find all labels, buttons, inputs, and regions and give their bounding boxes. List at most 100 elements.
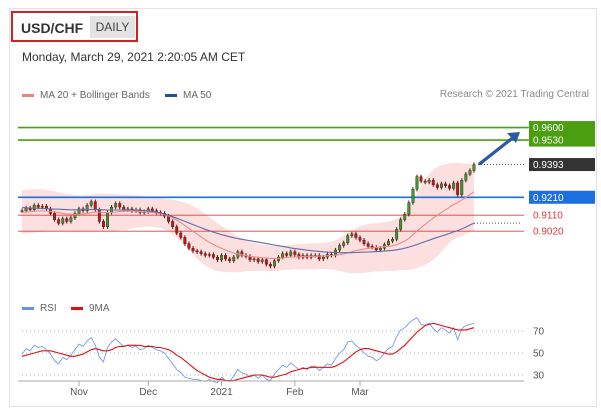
candle-body (36, 205, 40, 208)
candle-body (277, 256, 280, 261)
candle-body (203, 253, 207, 256)
candle-body (69, 217, 73, 222)
candle-body (411, 188, 415, 203)
candle-body (472, 164, 476, 171)
candle-body (220, 255, 224, 261)
candle-body (252, 258, 256, 261)
candle-body (281, 253, 285, 258)
candle-body (395, 229, 399, 240)
candle-body (224, 255, 228, 260)
candle-body (273, 260, 276, 267)
candle-body (399, 219, 403, 230)
candle-body (435, 184, 439, 188)
candle-body (391, 239, 394, 242)
candle-body (448, 185, 451, 189)
candle-body (89, 201, 93, 206)
candle-body (350, 233, 354, 236)
ma20-swatch (22, 94, 34, 97)
candle-body (338, 245, 342, 251)
level-tag-0.9393 (529, 158, 595, 172)
candle-body (460, 180, 464, 195)
ma20-legend-label: MA 20 + Bollinger Bands (40, 90, 150, 101)
instrument-header: USD/CHF DAILY (11, 11, 138, 42)
timeframe-button[interactable]: DAILY (90, 16, 135, 38)
x-tick-Mar: Mar (351, 387, 369, 398)
candle-body (183, 237, 187, 245)
candle-body (240, 251, 244, 256)
research-credit: Research © 2021 Trading Central (439, 89, 589, 100)
rsi-tick-70: 70 (533, 327, 545, 338)
candle-body (387, 240, 390, 245)
candle-body (65, 218, 69, 222)
rsi-tick-30: 30 (533, 371, 545, 382)
forecast-arrow-head (507, 132, 520, 144)
candle-body (191, 247, 195, 252)
legend-9ma: 9MA (71, 303, 110, 314)
candle-body (20, 210, 24, 212)
chart-frame (9, 8, 597, 407)
candle-body (293, 251, 297, 255)
candle-body (431, 180, 435, 186)
candle-body (268, 264, 272, 267)
x-tick-Dec: Dec (139, 387, 157, 398)
level-tag-text-0.9393: 0.9393 (533, 160, 564, 171)
candle-body (53, 213, 56, 220)
report-datetime: Monday, March 29, 2021 2:20:05 AM CET (22, 50, 246, 64)
level-tag-text-0.9600: 0.9600 (533, 123, 564, 134)
candle-body (187, 243, 191, 249)
level-tag-0.9530 (529, 133, 595, 147)
candle-body (101, 221, 105, 227)
candle-body (464, 173, 468, 181)
forecast-arrow-shaft (478, 134, 517, 166)
candle-body (321, 256, 325, 260)
candle-body (40, 205, 44, 208)
candle-body (423, 180, 427, 183)
candle-body (342, 242, 346, 246)
candle-body (228, 258, 232, 261)
rsi-legend-label: RSI (40, 303, 57, 314)
candle-body (444, 183, 447, 186)
candle-body (403, 213, 407, 220)
rsi-line (21, 317, 475, 384)
candle-body (57, 219, 61, 224)
candle-body (85, 205, 89, 211)
level-label-0.9110: 0.9110 (533, 211, 563, 222)
x-tick-Feb: Feb (286, 387, 304, 398)
candle-body (122, 206, 126, 211)
candle-body (452, 182, 456, 189)
candle-body (118, 203, 122, 208)
candle-body (106, 212, 110, 228)
candle-body (440, 183, 443, 188)
candle-body (97, 209, 101, 222)
bollinger-band-area (22, 162, 474, 274)
rsi-swatch (22, 307, 34, 310)
candle-body (317, 255, 321, 260)
candle-body (171, 221, 175, 227)
currency-pair: USD/CHF (21, 20, 84, 36)
candle-body (456, 182, 460, 195)
candle-body (24, 207, 28, 211)
candle-body (232, 256, 236, 261)
candle-body (407, 202, 411, 215)
candle-body (199, 251, 203, 254)
candle-body (73, 213, 77, 219)
candle-body (77, 208, 81, 214)
legend-ma20: MA 20 + Bollinger Bands (22, 90, 150, 101)
candle-body (415, 176, 419, 190)
candle-body (370, 246, 374, 248)
level-tag-text-0.9210: 0.9210 (533, 193, 564, 204)
legend-ma50: MA 50 (165, 90, 211, 101)
candle-body (150, 208, 154, 211)
candle-body (256, 258, 260, 262)
candle-body (378, 247, 382, 251)
candle-body (419, 176, 423, 182)
level-tag-text-0.9530: 0.9530 (533, 136, 564, 147)
candle-body (195, 250, 199, 253)
ma9-swatch (71, 307, 83, 310)
candle-body (366, 243, 370, 247)
candle-body (211, 254, 215, 258)
x-tick-2021: 2021 (210, 387, 233, 398)
ma20-line (21, 191, 475, 259)
rsi-ma9-line (21, 322, 475, 382)
